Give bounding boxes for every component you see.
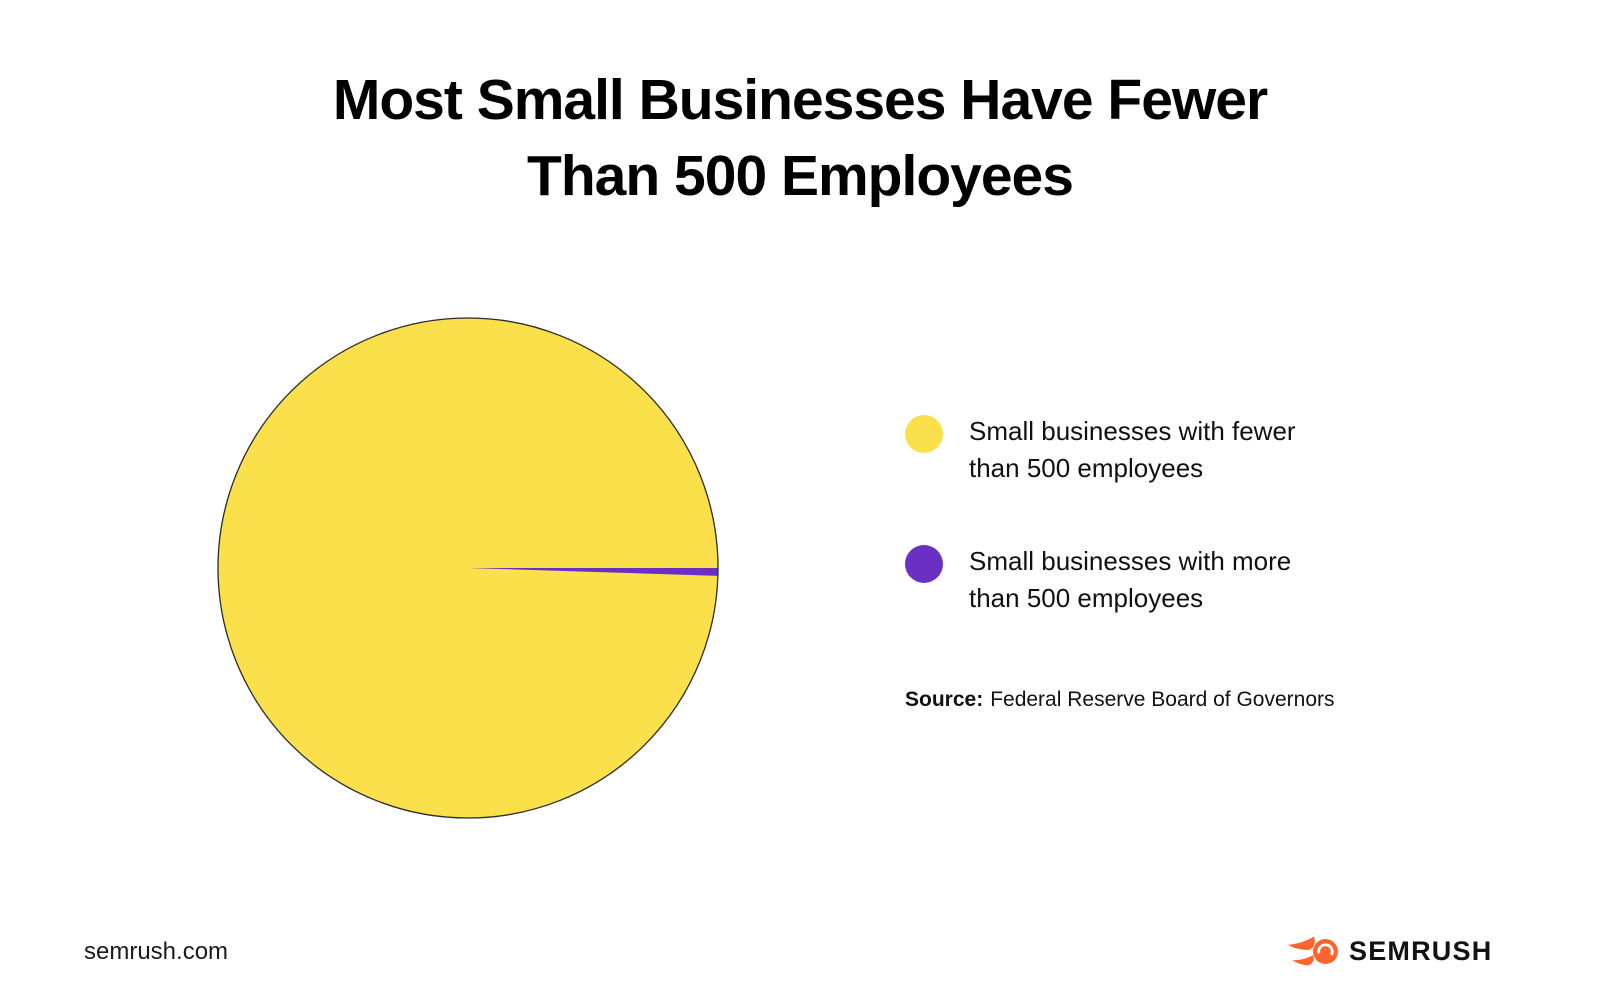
- legend-item-more-500: Small businesses with more than 500 empl…: [905, 543, 1385, 617]
- pie-outline: [217, 317, 719, 819]
- legend-swatch-fewer-500-icon: [905, 415, 943, 453]
- source-note: Source: Federal Reserve Board of Governor…: [905, 688, 1335, 712]
- semrush-wordmark: SEMRUSH: [1349, 935, 1493, 966]
- legend: Small businesses with fewer than 500 emp…: [905, 413, 1385, 617]
- legend-label-more-500: Small businesses with more than 500 empl…: [969, 546, 1292, 613]
- pie-chart-svg: [217, 317, 719, 819]
- chart-title-line1: Most Small Businesses Have Fewer: [332, 68, 1268, 132]
- semrush-logo: SEMRUSH: [1288, 934, 1492, 968]
- chart-title-line2: Than 500 Employees: [527, 144, 1074, 209]
- pie-slice-more-500: [468, 568, 718, 576]
- legend-label-fewer-500: Small businesses with fewer than 500 emp…: [969, 416, 1296, 483]
- site-url: semrush.com: [84, 938, 229, 965]
- legend-item-fewer-500: Small businesses with fewer than 500 emp…: [905, 413, 1385, 487]
- semrush-flame-icon: [1288, 936, 1338, 966]
- source-label: Source:: [905, 688, 984, 711]
- chart-title: Most Small Businesses Have Fewer Than 50…: [0, 62, 1600, 215]
- source-text: Federal Reserve Board of Governors: [990, 688, 1335, 711]
- pie-chart: [208, 308, 728, 828]
- legend-swatch-more-500-icon: [905, 545, 943, 583]
